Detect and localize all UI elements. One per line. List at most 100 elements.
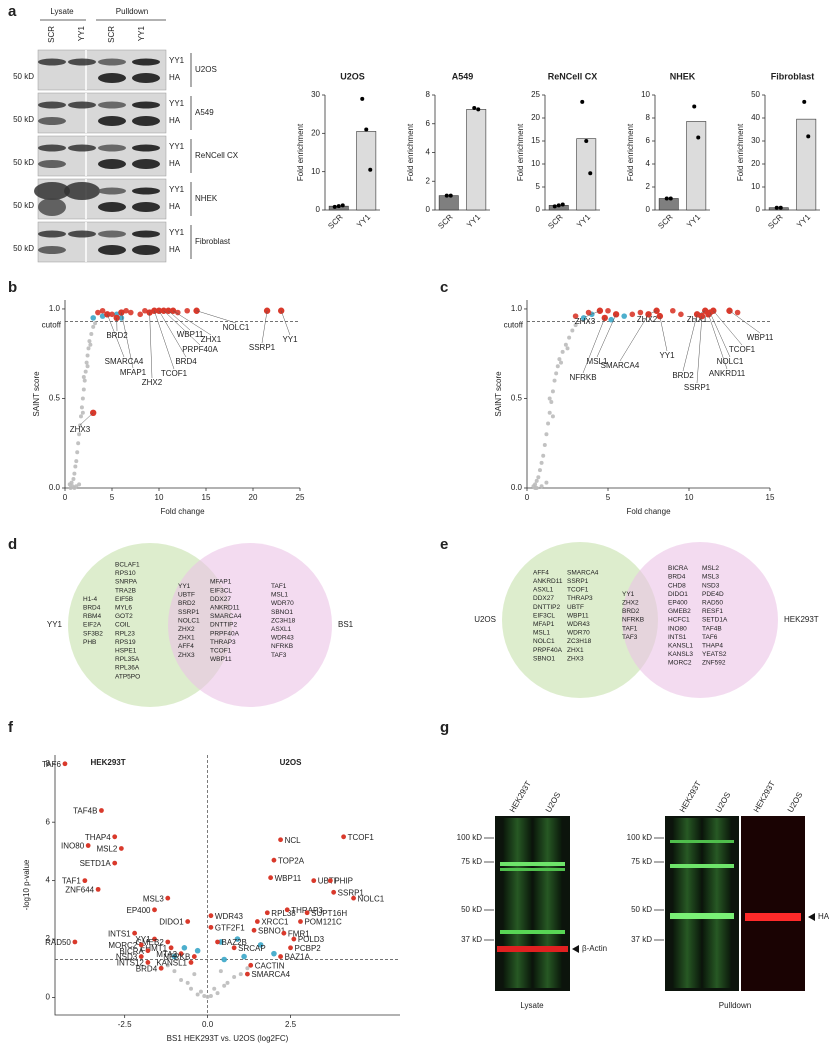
marker-label: 37 kD: [461, 935, 482, 944]
point: [69, 486, 73, 490]
labeled-point: [245, 972, 250, 977]
point-label: PRPF40A: [182, 345, 218, 354]
set-label: BS1: [338, 620, 354, 629]
labeled-point: [119, 846, 124, 851]
point: [533, 486, 537, 490]
blot-image: [38, 136, 166, 176]
blot-lane: [534, 818, 562, 988]
point: [82, 388, 86, 392]
point-label: INO80: [61, 842, 85, 851]
point-label: THAP4: [85, 833, 111, 842]
gene: PRPF40A: [533, 647, 563, 654]
labeled-point: [209, 913, 214, 918]
gene: GOT2: [115, 613, 133, 620]
point: [91, 325, 95, 329]
gene: ZC3H18: [567, 638, 592, 645]
replicate-point: [472, 106, 476, 110]
bar: [357, 131, 376, 210]
point-label: BRD2: [672, 371, 694, 380]
panel-label: c: [440, 279, 448, 296]
y-tick-label: 6: [426, 119, 431, 128]
gene: HCFC1: [668, 617, 690, 624]
y-tick-label: 20: [311, 128, 320, 137]
y-tick-label: 0: [756, 205, 761, 214]
gene: WDR43: [271, 635, 294, 642]
labeled-point: [285, 907, 290, 912]
y-axis-label: SAINT score: [32, 371, 41, 417]
point: [199, 990, 203, 994]
point-label: INTS1: [108, 929, 131, 938]
point: [735, 310, 741, 316]
band-label: YY1: [169, 185, 185, 194]
labeled-point: [331, 890, 336, 895]
point: [196, 993, 200, 997]
x-tick-label: YY1: [465, 212, 482, 229]
point-label: MSL3: [143, 894, 164, 903]
group-label: U2OS: [280, 758, 302, 767]
y-axis-label: -log10 p-value: [22, 859, 31, 910]
point: [670, 308, 676, 314]
x-tick-label: SCR: [436, 212, 454, 230]
band-label: YY1: [169, 228, 185, 237]
blot-caption: Lysate: [520, 1001, 544, 1010]
y-tick-label: 30: [311, 90, 320, 99]
band-label: HA: [169, 245, 181, 254]
point: [535, 479, 539, 483]
venn-circle: [622, 542, 778, 698]
point-label: ZNF644: [65, 885, 94, 894]
gene: RPL23: [115, 630, 135, 637]
blot-band: [38, 102, 66, 109]
x-tick-label: 15: [202, 493, 211, 502]
x-axis-label: Fold change: [160, 507, 205, 516]
point-label: PHIP: [334, 877, 353, 886]
gene: INTS1: [668, 634, 687, 641]
point-label: SRCAP: [238, 944, 266, 953]
replicate-point: [341, 203, 345, 207]
blot-band: [38, 246, 66, 254]
point: [546, 422, 550, 426]
replicate-point: [779, 206, 783, 210]
gene: SSRP1: [567, 578, 589, 585]
y-tick-label: 0: [646, 205, 651, 214]
bar: [797, 119, 816, 210]
lane-label: YY1: [137, 25, 146, 41]
blot-band: [670, 840, 734, 843]
x-tick-label: -2.5: [118, 1020, 132, 1029]
y-tick-label: 6: [46, 817, 51, 826]
gene: EIF3CL: [533, 612, 555, 619]
labeled-point: [278, 954, 283, 959]
cutoff-label: cutoff: [504, 321, 524, 330]
point: [82, 375, 86, 379]
point-label: ANKRD11: [709, 369, 746, 378]
gene: THRAP3: [210, 639, 236, 646]
y-tick-label: 0.0: [511, 483, 523, 492]
gene: EIF3CL: [210, 587, 232, 594]
gene: RPL35A: [115, 656, 140, 663]
labeled-point: [252, 928, 257, 933]
point-label: NFRKB: [569, 373, 596, 382]
gene: ANKRD11: [210, 605, 240, 612]
panel-label: g: [440, 719, 449, 736]
gene: NFRKB: [622, 617, 644, 624]
gene: SF3B2: [83, 630, 103, 637]
x-tick-label: 10: [155, 493, 164, 502]
point-label: RAD50: [45, 938, 71, 947]
gene: ASXL1: [533, 587, 554, 594]
gene: TAF4B: [702, 625, 722, 632]
blot-image: [38, 93, 166, 133]
y-tick-label: 8: [646, 113, 651, 122]
leader: [262, 311, 267, 343]
point: [554, 371, 558, 375]
set-label: YY1: [47, 620, 63, 629]
point: [88, 343, 92, 347]
y-tick-label: 15: [531, 136, 540, 145]
point-label: XRCC1: [261, 918, 289, 927]
point-label: ZHX3: [70, 425, 91, 434]
replicate-point: [692, 105, 696, 109]
x-tick-label: 0: [63, 493, 68, 502]
point-label: BRD2: [106, 331, 128, 340]
point: [89, 332, 93, 336]
x-tick-label: YY1: [575, 212, 592, 229]
point-label: TAF4B: [73, 807, 97, 816]
